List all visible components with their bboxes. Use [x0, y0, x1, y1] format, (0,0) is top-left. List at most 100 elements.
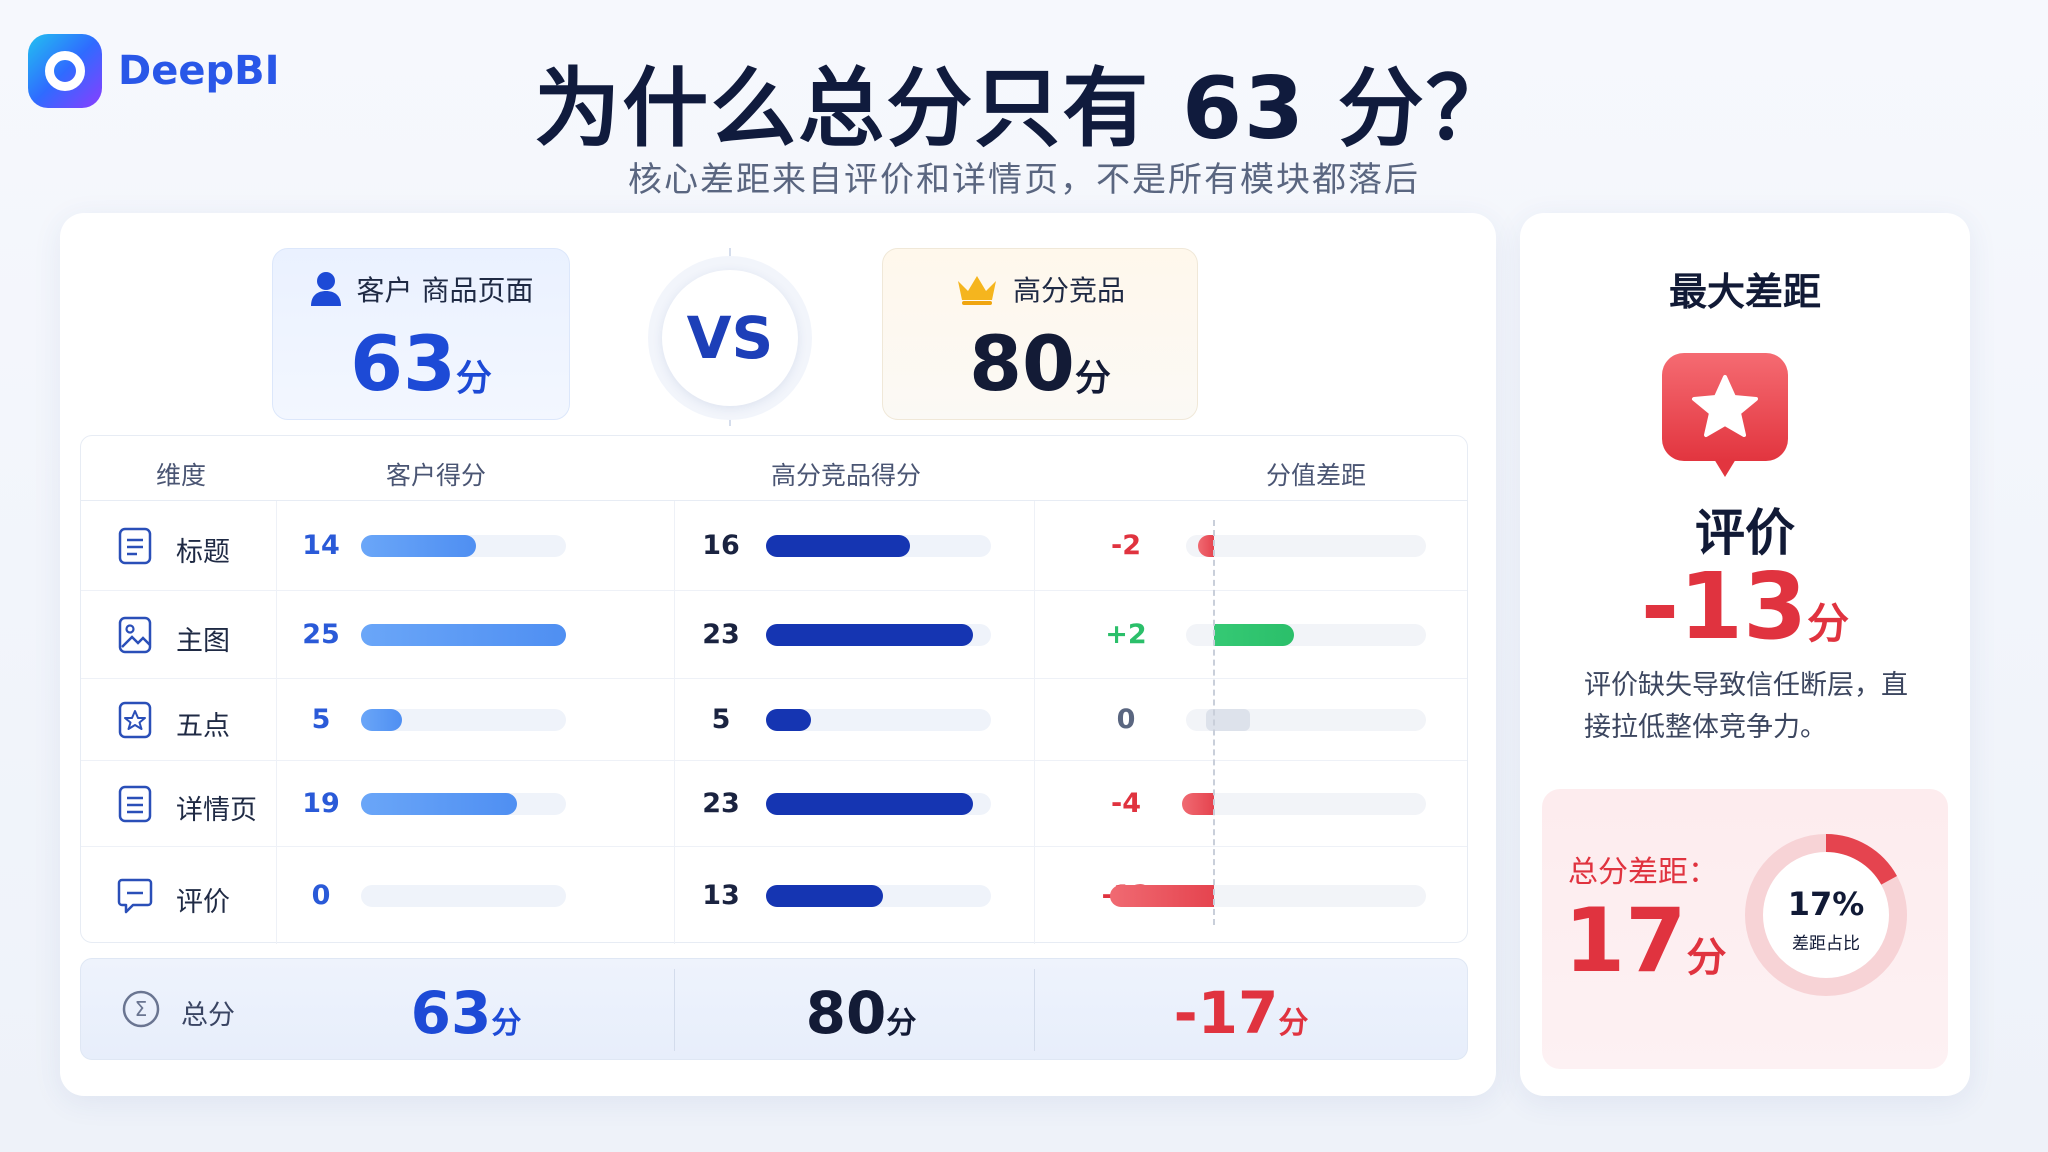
customer-score-bar	[361, 709, 402, 731]
total-gap: -17分	[1081, 979, 1401, 1047]
total-customer-value: 63	[410, 979, 492, 1047]
row-customer-score: 25	[302, 619, 340, 650]
max-gap-card: 最大差距 评价 -13分 评价缺失导致信任断层，直接拉低整体竞争力。 总分差距：…	[1520, 213, 1970, 1096]
row-competitor-score: 23	[702, 619, 740, 650]
gap-track	[1182, 793, 1426, 815]
customer-score-track	[361, 884, 566, 907]
total-divider	[1034, 969, 1035, 1051]
donut-fill	[1745, 834, 1907, 996]
crown-icon	[957, 276, 996, 305]
total-divider	[674, 969, 675, 1051]
row-competitor-score: 16	[702, 530, 740, 561]
max-gap-value: -13分	[1520, 553, 1970, 660]
customer-score-bar	[361, 624, 566, 646]
zero-reference-line	[1213, 520, 1215, 925]
max-gap-number: -13	[1640, 553, 1808, 660]
list-document-icon	[118, 785, 152, 823]
total-competitor: 80分	[701, 979, 1021, 1047]
row-customer-score: 14	[302, 530, 340, 561]
row-gap: -2	[1111, 530, 1141, 561]
vs-divider-bottom	[729, 414, 731, 426]
competitor-score-bar	[766, 793, 973, 815]
max-gap-title: 最大差距	[1668, 270, 1821, 314]
header-competitor: 高分竞品得分	[771, 461, 922, 490]
summary-label: 总分差距：	[1568, 855, 1718, 890]
row-dimension: 评价	[176, 886, 230, 918]
vs-badge: VS	[648, 256, 812, 420]
customer-score-bar	[361, 535, 476, 557]
competitor-score-track	[766, 884, 991, 907]
max-gap-description: 评价缺失导致信任断层，直接拉低整体竞争力。	[1584, 670, 1908, 743]
star-badge-icon	[1662, 353, 1788, 477]
gap-track	[1186, 624, 1426, 646]
vs-label: VS	[662, 270, 798, 406]
row-competitor-score: 23	[702, 788, 740, 819]
competitor-score-track	[766, 535, 991, 557]
summary-number: 17	[1564, 889, 1687, 992]
table-body: 标题 14 16 -2 主图 25 23 +2	[81, 501, 1467, 944]
summary-unit: 分	[1686, 935, 1727, 981]
competitor-score-track	[766, 709, 991, 731]
table-row: 标题 14 16 -2	[81, 501, 1467, 591]
customer-score-track	[361, 709, 566, 731]
table-row: 评价 0 13 -13	[81, 847, 1467, 944]
vs-divider-top	[729, 248, 731, 262]
competitor-score-track	[766, 624, 991, 646]
row-gap: +2	[1105, 619, 1147, 650]
row-competitor-score: 13	[702, 879, 740, 911]
row-customer-score: 5	[311, 704, 331, 735]
competitor-score-unit: 分	[1074, 358, 1111, 399]
gap-bar	[1214, 624, 1294, 646]
competitor-score-track	[766, 793, 991, 815]
total-gap-value: -17	[1173, 979, 1279, 1047]
competitor-score-bar	[766, 535, 910, 557]
gap-bar	[1110, 884, 1214, 907]
gap-percent-label: 差距占比	[1792, 934, 1860, 954]
customer-score-bar	[361, 793, 517, 815]
document-icon	[118, 527, 152, 565]
total-label: 总分	[181, 1000, 235, 1031]
total-customer-unit: 分	[491, 1006, 522, 1041]
header-dimension: 维度	[156, 461, 207, 490]
row-dimension: 主图	[176, 626, 230, 657]
row-gap: -4	[1111, 788, 1141, 819]
page-subtitle: 核心差距来自评价和详情页，不是所有模块都落后	[628, 160, 1420, 200]
row-gap: 0	[1116, 704, 1136, 735]
total-customer: 63分	[306, 979, 626, 1047]
image-icon	[118, 616, 152, 654]
row-competitor-score: 5	[711, 704, 731, 735]
column-divider	[674, 501, 675, 944]
gap-bar	[1198, 535, 1214, 557]
column-divider	[276, 501, 277, 944]
gap-bar	[1206, 709, 1250, 731]
table-row: 五点 5 5 0	[81, 679, 1467, 761]
competitor-score-card: 高分竞品 80分	[882, 248, 1198, 420]
table-header: 维度 客户得分 高分竞品得分 分值差距	[81, 436, 1467, 501]
max-gap-unit: 分	[1807, 599, 1850, 648]
customer-score-unit: 分	[455, 358, 492, 399]
gap-track	[1186, 535, 1426, 557]
table-row: 主图 25 23 +2	[81, 591, 1467, 679]
customer-label: 客户 商品页面	[356, 274, 534, 307]
customer-score-track	[361, 535, 566, 557]
table-row: 详情页 19 23 -4	[81, 761, 1467, 847]
sum-icon: Σ	[122, 990, 160, 1028]
customer-score-track	[361, 793, 566, 815]
star-square-icon	[118, 701, 152, 739]
row-dimension: 五点	[176, 711, 230, 742]
competitor-score-bar	[766, 709, 811, 731]
gap-ratio-donut	[1745, 834, 1907, 996]
summary-value: 17分	[1564, 889, 1726, 992]
brand-name: DeepBI	[118, 48, 280, 94]
gap-track	[1186, 709, 1426, 731]
column-divider	[1034, 501, 1035, 944]
gap-percent: 17%	[1787, 885, 1865, 923]
row-customer-score: 0	[311, 879, 331, 911]
row-dimension: 详情页	[176, 795, 257, 826]
max-gap-dimension: 评价	[1695, 504, 1795, 562]
row-dimension: 标题	[176, 537, 230, 568]
gap-track	[1110, 884, 1426, 907]
page-title: 为什么总分只有 63 分？	[534, 59, 1514, 159]
competitor-score-bar	[766, 624, 973, 646]
competitor-score-bar	[766, 884, 883, 907]
